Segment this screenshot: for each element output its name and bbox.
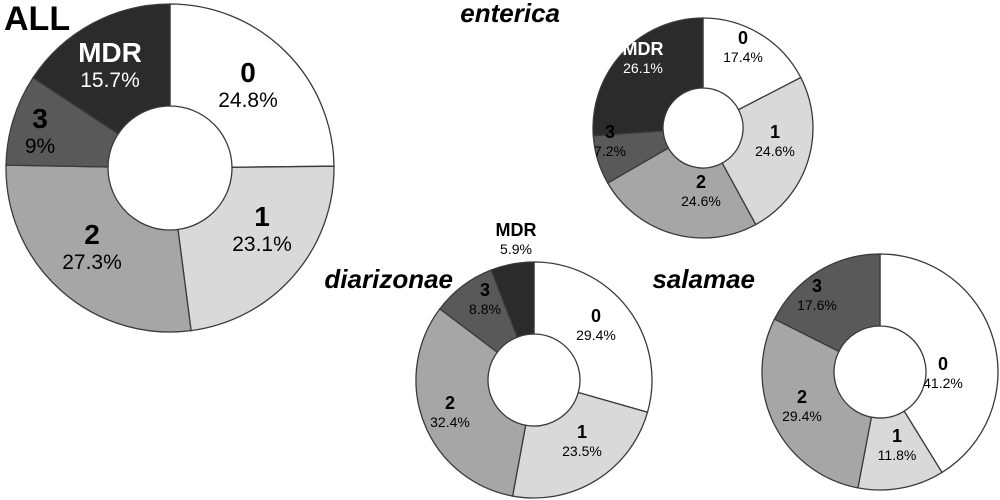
chart-title-diarizonae: diarizonae (324, 264, 453, 294)
slice-category-enterica-1: 1 (770, 122, 780, 142)
slice-category-all-mdr: MDR (78, 37, 142, 68)
slice-value-enterica-3: 7.2% (594, 143, 626, 159)
chart-title-all: ALL (4, 0, 70, 38)
slice-enterica-2 (606, 147, 757, 239)
slice-value-salamae-1: 11.8% (878, 447, 917, 463)
slice-diarizonae-mdr (490, 261, 535, 338)
slice-category-enterica-0: 0 (738, 28, 748, 48)
slice-category-salamae-0: 0 (938, 354, 948, 374)
slice-value-diarizonae-2: 32.4% (430, 414, 470, 430)
slice-enterica-mdr (592, 17, 704, 137)
slice-category-salamae-2: 2 (797, 387, 807, 407)
slice-enterica-1 (721, 76, 814, 226)
slice-value-salamae-2: 29.4% (782, 408, 822, 424)
slice-value-enterica-2: 24.6% (681, 193, 721, 209)
slice-value-all-0: 24.8% (218, 89, 278, 112)
slice-category-diarizonae-2: 2 (445, 393, 455, 413)
slice-category-all-2: 2 (84, 219, 100, 250)
chart-title-salamae: salamae (652, 264, 755, 294)
slice-category-salamae-1: 1 (892, 426, 902, 446)
slice-all-mdr (32, 3, 171, 135)
slice-category-all-0: 0 (240, 57, 256, 88)
slice-value-all-mdr: 15.7% (80, 69, 140, 92)
slice-all-0 (169, 3, 335, 168)
slice-salamae-3 (773, 253, 881, 353)
slice-diarizonae-0 (533, 261, 653, 414)
slice-value-diarizonae-1: 23.5% (562, 443, 602, 459)
slice-category-diarizonae-0: 0 (591, 306, 601, 326)
slice-value-diarizonae-0: 29.4% (576, 327, 616, 343)
slice-salamae-2 (761, 318, 873, 489)
slice-category-diarizonae-3: 3 (480, 280, 490, 300)
slice-all-2 (5, 164, 192, 333)
slice-category-salamae-3: 3 (812, 276, 822, 296)
slice-value-all-3: 9% (25, 135, 55, 158)
slice-value-salamae-0: 41.2% (923, 375, 963, 391)
slice-value-enterica-mdr: 26.1% (623, 60, 663, 76)
slice-value-enterica-0: 17.4% (723, 49, 763, 65)
slice-enterica-0 (702, 17, 802, 111)
slice-value-diarizonae-3: 8.8% (469, 301, 501, 317)
donut-salamae: salamae 041.2% 111.8% 229.4% 317.6% (652, 253, 999, 491)
slice-value-salamae-3: 17.6% (797, 297, 837, 313)
slice-all-1 (177, 165, 335, 332)
slice-value-all-2: 27.3% (62, 251, 122, 274)
chart-title-enterica: enterica (460, 0, 560, 28)
slice-category-enterica-2: 2 (696, 172, 706, 192)
slice-salamae-0 (879, 253, 999, 474)
slice-category-diarizonae-mdr: MDR (496, 220, 537, 240)
slice-category-enterica-3: 3 (605, 122, 615, 142)
slice-diarizonae-1 (511, 391, 649, 499)
slice-category-enterica-mdr: MDR (623, 39, 664, 59)
slice-category-all-1: 1 (254, 201, 270, 232)
slice-value-all-1: 23.1% (232, 233, 292, 256)
slice-category-all-3: 3 (32, 103, 48, 134)
slice-value-enterica-1: 24.6% (755, 143, 795, 159)
slice-value-diarizonae-mdr: 5.9% (500, 241, 532, 257)
slice-category-diarizonae-1: 1 (577, 422, 587, 442)
slice-diarizonae-2 (415, 307, 527, 497)
